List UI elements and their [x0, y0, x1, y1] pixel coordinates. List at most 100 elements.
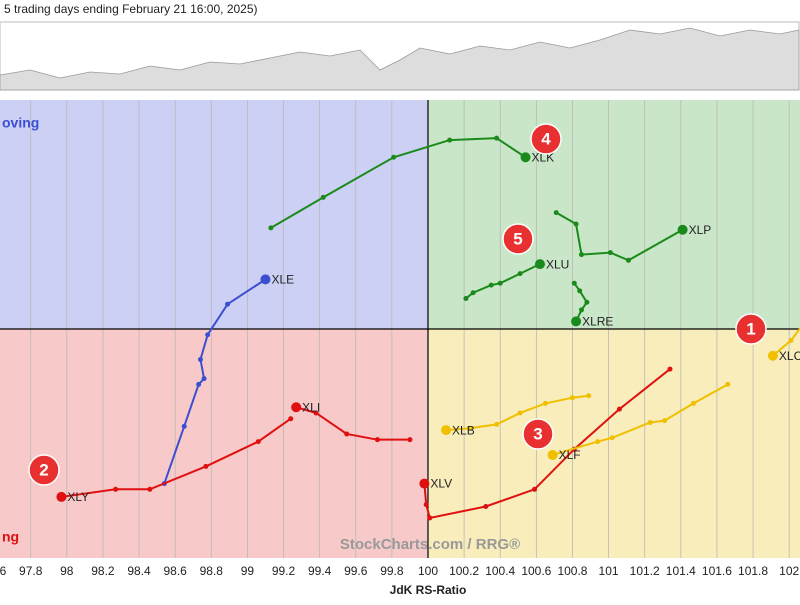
annotation-badge	[530, 123, 562, 155]
annotation-number: 5	[513, 229, 522, 248]
head-point	[534, 259, 545, 270]
trail-point	[201, 376, 207, 382]
x-tick-label: 97.8	[19, 564, 43, 578]
trail-point	[407, 437, 413, 443]
price-strip	[0, 21, 800, 91]
head-point	[767, 350, 778, 361]
trail-point	[470, 290, 476, 296]
trail-point	[483, 503, 489, 509]
trail-point	[320, 194, 326, 200]
x-tick-label: 97.6	[0, 564, 7, 578]
trail-point	[690, 400, 696, 406]
trail-point	[344, 431, 350, 437]
x-tick-label: 100.8	[557, 564, 587, 578]
trail-point	[463, 295, 469, 301]
trail-point	[313, 410, 319, 416]
head-point	[260, 274, 271, 285]
trail	[61, 417, 292, 498]
x-tick-label: 100.4	[485, 564, 515, 578]
trail-point	[494, 421, 500, 427]
trail	[270, 137, 527, 229]
series-label: XLU	[546, 257, 569, 271]
trail-point	[647, 420, 653, 426]
trail-point	[584, 299, 590, 305]
trail-point	[427, 515, 433, 521]
trail	[163, 278, 267, 484]
x-tick-label: 101.4	[666, 564, 696, 578]
trail-point	[578, 252, 584, 258]
series-label: XLB	[452, 423, 475, 437]
head-point	[571, 316, 582, 327]
trail-point	[225, 301, 231, 307]
trail-point	[577, 288, 583, 294]
x-tick-label: 98	[60, 564, 74, 578]
annotation-badge	[522, 418, 554, 450]
x-tick-label: 101.6	[702, 564, 732, 578]
x-tick-label: 98.6	[163, 564, 187, 578]
trail-point	[517, 271, 523, 277]
trail-point	[609, 435, 615, 441]
trail-point	[497, 280, 503, 286]
x-tick-label: 100	[418, 564, 438, 578]
x-tick-label: 98.4	[127, 564, 151, 578]
x-axis-title: JdK RS-Ratio	[390, 583, 467, 597]
trail-point	[586, 393, 592, 399]
trail-point	[607, 250, 613, 256]
trail-point	[788, 337, 794, 343]
series-label: XLI	[302, 400, 320, 414]
x-tick-label: 99.4	[308, 564, 332, 578]
x-tick-label: 100.6	[521, 564, 551, 578]
trail	[555, 211, 684, 262]
head-point	[56, 491, 67, 502]
subtitle: 5 trading days ending February 21 16:00,…	[4, 2, 258, 16]
trail-point	[494, 135, 500, 141]
annotation-badge	[28, 454, 60, 486]
series-label: XLY	[67, 490, 89, 504]
trail-point	[573, 221, 579, 227]
series-label: XLF	[559, 448, 581, 462]
series-label: XLE	[271, 273, 294, 287]
annotation-badge	[735, 313, 767, 345]
head-point	[520, 152, 531, 163]
x-tick-label: 99.2	[272, 564, 296, 578]
annotation-number: 4	[541, 129, 551, 148]
trail-point	[488, 282, 494, 288]
watermark: StockCharts.com / RRG®	[340, 536, 520, 553]
trail-point	[578, 307, 584, 313]
x-tick-label: 100.2	[449, 564, 479, 578]
trail-point	[391, 154, 397, 160]
trail-point	[113, 486, 119, 492]
quadrant-lagging	[0, 329, 428, 558]
trail-point	[667, 366, 673, 372]
trail-point	[288, 416, 294, 422]
head-point	[441, 425, 452, 436]
series-label: XLC	[779, 349, 800, 363]
trail-point	[571, 280, 577, 286]
x-tick-label: 99	[241, 564, 255, 578]
quadrant-label: oving	[2, 115, 39, 131]
trail-point	[553, 210, 559, 216]
trail-point	[147, 486, 153, 492]
trail-point	[255, 439, 261, 445]
trail-point	[569, 395, 575, 401]
annotation-number: 2	[39, 460, 48, 479]
trail-point	[197, 357, 203, 363]
trail-point	[725, 381, 731, 387]
series-label: XLV	[430, 477, 452, 491]
quadrant-label: ng	[2, 529, 19, 545]
series-label: XLP	[689, 223, 712, 237]
head-point	[419, 478, 430, 489]
annotation-badge	[502, 223, 534, 255]
head-point	[547, 449, 558, 460]
trail-point	[423, 502, 429, 508]
quadrant-weakening	[427, 329, 800, 558]
x-tick-label: 101	[599, 564, 619, 578]
trail-point	[625, 257, 631, 263]
annotation-number: 1	[746, 319, 755, 338]
trail-point	[467, 425, 473, 431]
x-tick-label: 102	[779, 564, 799, 578]
trail-point	[374, 437, 380, 443]
trail-point	[196, 381, 202, 387]
